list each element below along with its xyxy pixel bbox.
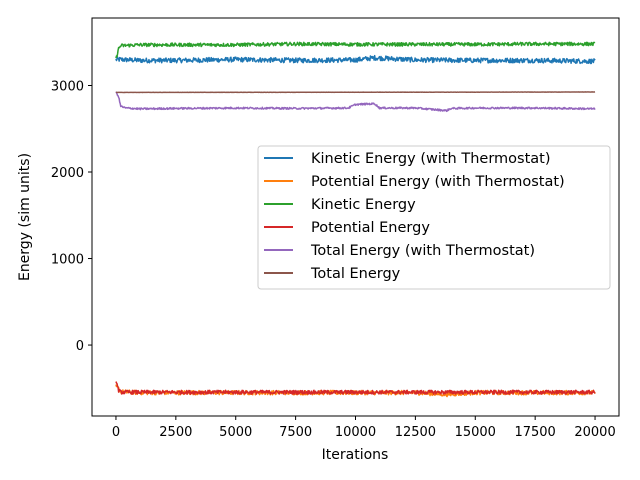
legend-label-0: Kinetic Energy (with Thermostat) [311, 151, 550, 167]
x-tick-label: 17500 [514, 425, 555, 440]
x-axis-label: Iterations [322, 447, 389, 463]
series-line-3 [115, 381, 596, 395]
x-tick-label: 0 [112, 425, 120, 440]
x-tick-label: 2500 [159, 425, 192, 440]
y-tick-label: 2000 [51, 166, 84, 181]
plot-lines [115, 41, 596, 398]
x-tick-label: 5000 [219, 425, 252, 440]
legend-label-4: Total Energy (with Thermostat) [310, 243, 535, 259]
y-axis-label: Energy (sim units) [17, 153, 33, 281]
x-tick-label: 15000 [455, 425, 496, 440]
x-tick-label: 10000 [335, 425, 376, 440]
y-axis-ticks: 0 1000 2000 3000 [51, 79, 92, 354]
y-tick-label: 0 [76, 339, 84, 354]
x-axis-ticks: 0 2500 5000 7500 10000 12500 15000 17500 20000 [112, 416, 616, 440]
x-tick-label: 20000 [574, 425, 615, 440]
legend-label-1: Potential Energy (with Thermostat) [311, 174, 565, 190]
x-tick-label: 7500 [279, 425, 312, 440]
y-tick-label: 1000 [51, 253, 84, 268]
legend-label-3: Potential Energy [311, 220, 430, 236]
series-line-2 [115, 41, 596, 59]
legend-label-5: Total Energy [310, 266, 401, 282]
series-line-5 [115, 91, 596, 94]
legend-label-2: Kinetic Energy [311, 197, 416, 213]
series-line-4 [115, 91, 596, 113]
legend: Kinetic Energy (with Thermostat) Potentia… [257, 145, 611, 290]
series-line-0 [115, 54, 596, 65]
x-tick-label: 12500 [395, 425, 436, 440]
legend-box [257, 145, 611, 290]
y-tick-label: 3000 [51, 79, 84, 94]
